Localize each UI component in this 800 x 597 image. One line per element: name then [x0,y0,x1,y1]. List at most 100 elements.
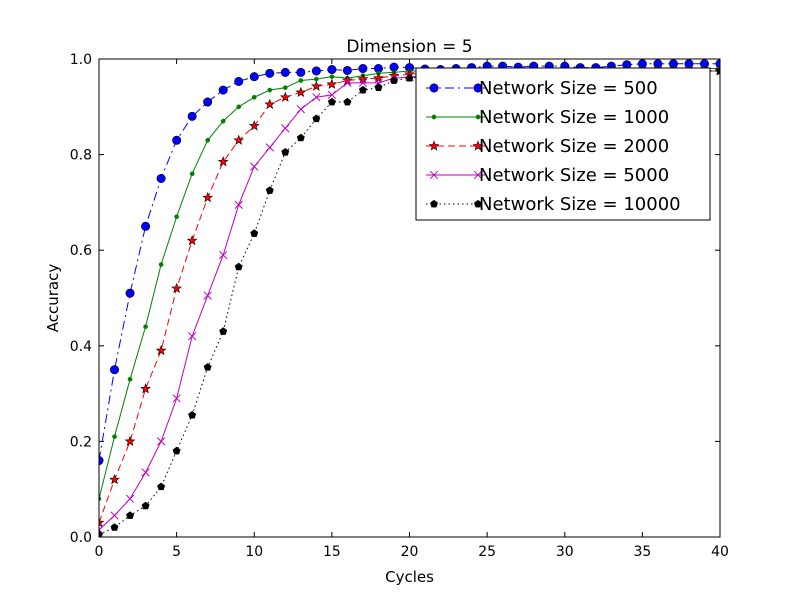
data-point [358,85,367,94]
data-point [127,376,133,382]
data-point [110,365,120,375]
data-point [329,74,335,80]
legend-entry: Network Size = 10000 [426,194,681,215]
data-point [99,516,105,528]
legend-entry: Network Size = 2000 [426,136,669,157]
legend-box [415,67,711,221]
data-point [430,199,438,208]
data-point [143,324,148,330]
data-point [429,83,439,93]
legend-entry: Network Size = 500 [426,78,658,99]
data-point [125,288,135,298]
data-point [203,363,212,371]
data-point [342,65,352,75]
data-point [312,114,321,123]
data-point [249,72,259,82]
data-point [172,446,181,455]
y-axis-label: Accuracy [44,264,62,333]
data-point [250,162,259,171]
data-point [189,171,195,177]
data-point [141,501,150,510]
y-tick-label: 0.0 [70,530,92,546]
data-point [475,114,481,120]
data-point [314,76,319,82]
data-point [296,67,306,77]
y-tick-label: 0.2 [70,434,92,450]
data-point [312,93,321,102]
data-point [124,435,136,446]
data-point [236,104,242,110]
y-tick-label: 0.4 [70,339,92,355]
data-point [296,105,305,114]
data-point [327,65,337,75]
data-point [234,262,243,271]
data-point [172,394,181,403]
data-point [141,221,151,231]
chart-title: Dimension = 5 [346,37,472,57]
data-point [473,83,483,93]
y-tick-label: 0.8 [70,148,92,164]
data-point [472,140,484,151]
data-point [473,170,483,180]
data-point [326,78,338,89]
data-point [327,90,337,100]
plot-frame [98,58,721,538]
data-point [429,170,439,180]
data-point [158,262,164,267]
data-point [172,135,182,145]
data-point [234,76,244,86]
data-point [217,156,229,167]
data-point [110,511,119,520]
data-point [187,332,197,341]
data-point [248,120,260,131]
x-tick-label: 20 [401,544,419,560]
data-point [205,137,211,143]
data-point [187,111,197,121]
data-point [234,200,243,209]
data-point [390,76,398,84]
data-point [267,87,273,93]
data-point [251,94,257,100]
data-point [357,73,369,84]
data-point [279,91,291,102]
data-point [156,174,166,184]
x-tick-label: 10 [245,544,263,560]
data-point [141,468,150,477]
axis-ticks: 0 5 10 15 20 25 30 35 40 0.0 0.2 0.4 0.6 0.8 1.0 [70,52,729,560]
data-point [126,511,135,519]
data-point [112,434,117,439]
data-point [171,282,183,294]
x-tick-label: 30 [556,544,574,560]
legend-label: Network Size = 10000 [479,194,681,215]
data-point [431,114,437,120]
legend: Network Size = 500 Network Size = 1000 Net… [415,67,711,221]
data-point [265,143,274,152]
data-point [281,124,290,133]
data-point [155,344,167,356]
data-point [373,72,384,83]
data-point [281,148,290,156]
data-point [405,73,414,82]
legend-entry: Network Size = 5000 [426,165,669,186]
y-tick-label: 1.0 [70,52,92,68]
legend-label: Network Size = 1000 [479,107,669,128]
data-point [280,67,290,77]
data-point [358,64,368,74]
data-point [203,97,213,107]
data-point [310,80,322,91]
x-axis-label: Cycles [385,568,434,586]
data-point [250,229,259,237]
data-point [716,66,720,75]
data-point [220,118,226,124]
x-tick-label: 5 [172,544,181,560]
x-tick-label: 40 [711,544,729,560]
legend-label: Network Size = 500 [479,78,658,99]
data-point [186,234,198,246]
legend-entry: Network Size = 1000 [426,107,669,128]
data-point [219,327,228,335]
data-point [295,86,307,98]
x-tick-label: 0 [95,544,104,560]
y-tick-label: 0.6 [70,243,92,259]
